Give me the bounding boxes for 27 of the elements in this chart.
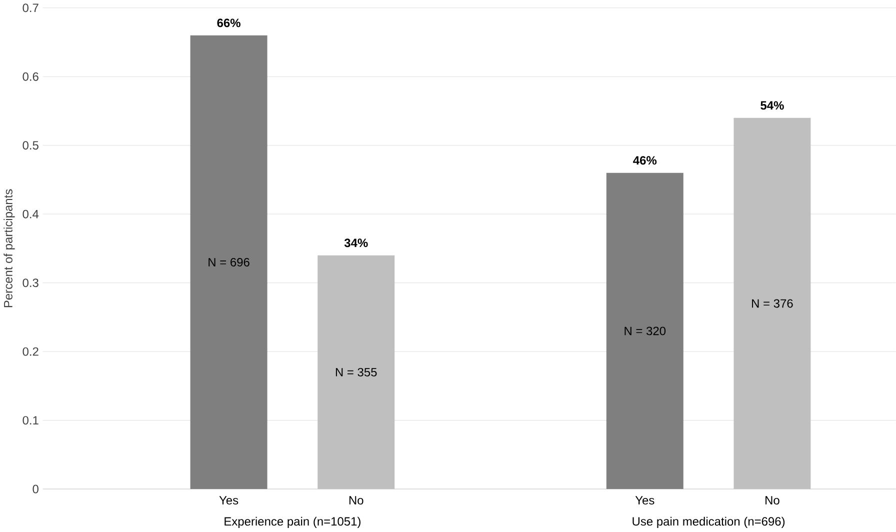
data-label: 66% <box>217 18 240 28</box>
bar <box>190 36 268 490</box>
text: No <box>766 496 780 505</box>
y-tick-label: 0 <box>32 484 38 494</box>
y-tick-label: 0.5 <box>22 141 38 150</box>
bar <box>606 173 684 490</box>
y-tick-label: 0.1 <box>22 416 38 425</box>
bar <box>318 256 395 490</box>
annotation: N = 376 <box>752 299 793 308</box>
series-label: No <box>349 496 364 505</box>
x-tick-label: Use pain medication (n=696) <box>632 517 785 528</box>
annotation: N = 355 <box>336 368 377 377</box>
bar <box>734 118 811 490</box>
annotation: N = 696 <box>208 258 250 267</box>
y-tick-label: 0.3 <box>22 278 38 288</box>
data-label: 46% <box>633 156 657 165</box>
y-tick-label: 0.6 <box>22 72 38 82</box>
text: Yes <box>635 496 654 505</box>
y-tick-label: 0.7 <box>22 4 38 12</box>
y-tick-label: 0.2 <box>22 348 38 356</box>
data-label: 54% <box>760 101 784 110</box>
y-axis-title: Percent of participants <box>4 189 15 308</box>
series-label: Yes <box>219 496 238 505</box>
annotation: N = 320 <box>624 326 666 336</box>
x-tick-label: Experience pain (n=1051) <box>224 517 360 528</box>
data-label: 34% <box>344 238 368 248</box>
y-tick-label: 0.4 <box>22 210 39 218</box>
